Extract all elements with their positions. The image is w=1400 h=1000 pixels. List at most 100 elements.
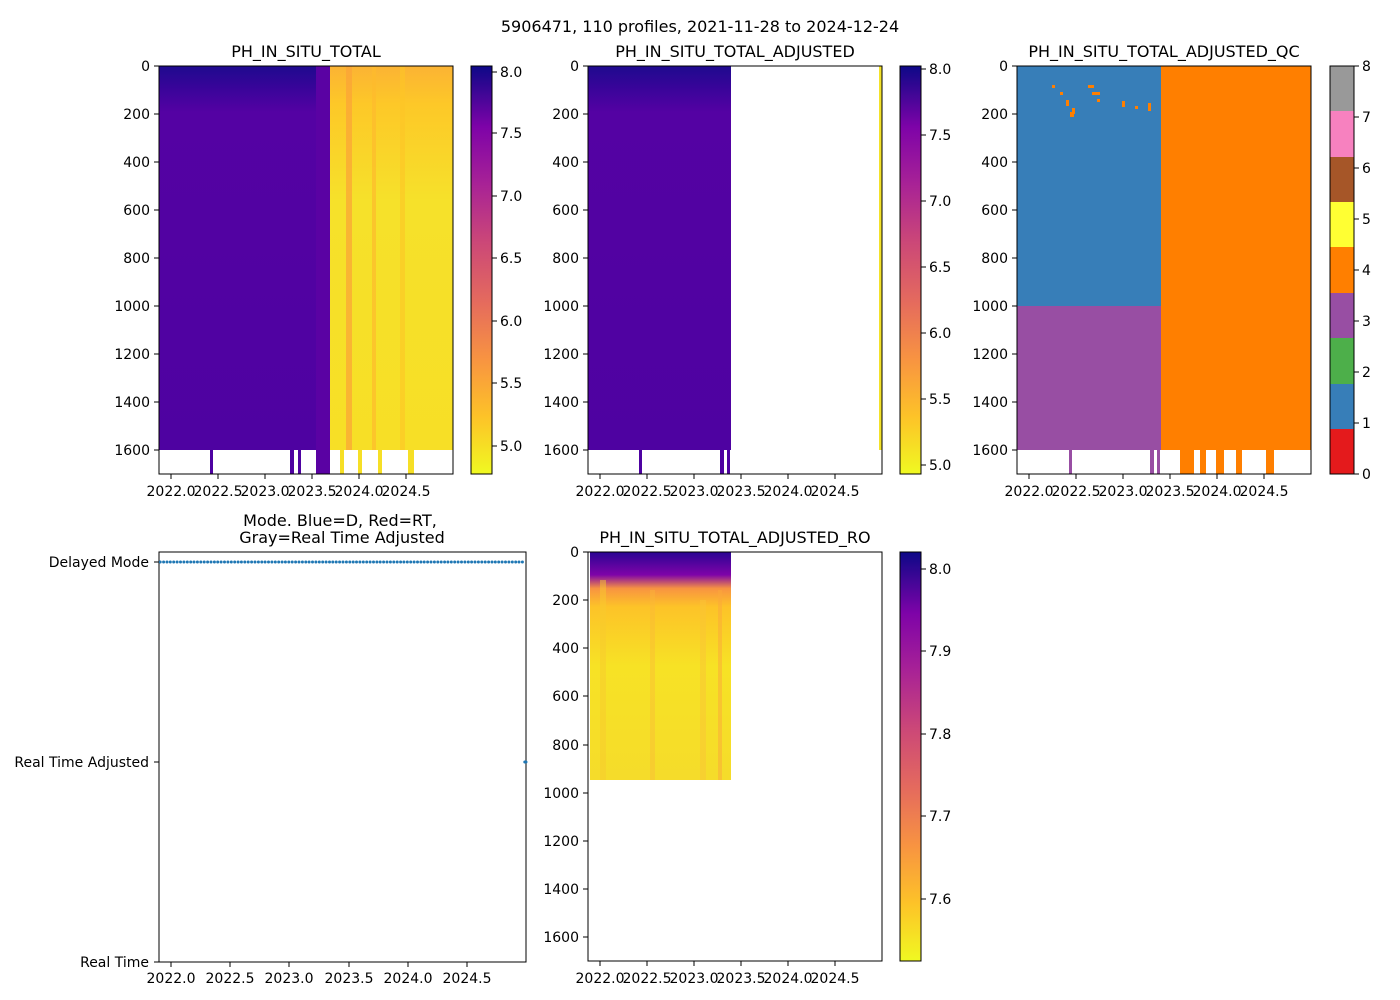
ph-adjusted-cbar-label: 6.0	[929, 326, 951, 342]
ph-adjusted-xtick-label: 2022.5	[623, 484, 672, 500]
mode-point	[162, 560, 166, 564]
ph-qc-flag-speck	[1148, 103, 1151, 111]
mode-point	[270, 560, 274, 564]
ph-qc-deep-tail	[1157, 450, 1160, 474]
ph-adjusted-yticks: 0 200 400 600 800 1000 1200 1400 1600	[543, 59, 588, 459]
ph-raw-deep-tail	[210, 450, 213, 474]
mode-point	[453, 560, 457, 564]
mode-point	[280, 560, 284, 564]
mode-point	[517, 560, 521, 564]
ph-raw-xtick-label: 2023.0	[241, 484, 290, 500]
ph-qc-ytick-label: 1000	[972, 299, 1008, 315]
ph-adjusted-ytick-label: 0	[570, 59, 579, 75]
ph-qc-region-probably-bad	[1017, 306, 1161, 450]
mode-point	[233, 560, 237, 564]
ph-adjusted-title: PH_IN_SITU_TOTAL_ADJUSTED	[615, 42, 855, 62]
ph-raw-cbar-label: 5.5	[500, 376, 522, 392]
ph-adjusted-ytick-label: 1000	[543, 299, 579, 315]
ph-adjusted-heatmap	[588, 66, 882, 474]
mode-point	[432, 560, 436, 564]
ph-adjusted-ytick-label: 800	[552, 251, 579, 267]
mode-point	[321, 560, 325, 564]
mode-point	[466, 560, 470, 564]
mode-point	[419, 560, 423, 564]
ph-adjusted-cbar-label: 7.5	[929, 128, 951, 144]
ph-adjusted-xticks: 2022.0 2022.5 2023.0 2023.5 2024.0 2024.…	[576, 474, 860, 500]
mode-point	[460, 560, 463, 564]
ph-adjusted-xtick-label: 2023.0	[670, 484, 719, 500]
ph-qc-cbar-label: 5	[1362, 212, 1371, 228]
mode-ytick-label: Real Time	[80, 955, 149, 971]
panel-mode: Mode. Blue=D, Red=RT, Gray=Real Time Adj…	[14, 511, 528, 987]
ph-ro-xtick-label: 2024.0	[764, 971, 813, 987]
mode-point	[493, 560, 497, 564]
ph-qc-deep-tail	[1150, 450, 1154, 474]
ph-raw-cbar-label: 5.0	[500, 439, 522, 455]
ph-qc-ytick-label: 400	[981, 155, 1008, 171]
ph-raw-ytick-label: 1400	[114, 395, 150, 411]
ph-ro-ytick-label: 1400	[543, 882, 579, 898]
ph-qc-ytick-label: 1600	[972, 443, 1008, 459]
ph-qc-deep-tail	[1236, 450, 1242, 474]
mode-point	[375, 560, 379, 564]
ph-raw-colorbar-bar	[470, 65, 493, 475]
ph-qc-flag-speck	[1066, 100, 1069, 106]
mode-point	[253, 560, 257, 564]
mode-point	[429, 560, 433, 564]
mode-point	[361, 560, 365, 564]
mode-point	[473, 560, 477, 564]
mode-point	[243, 560, 247, 564]
mode-point	[439, 560, 443, 564]
mode-point	[470, 560, 474, 564]
ph-adjusted-axes-frame	[587, 65, 883, 475]
ph-ro-title: PH_IN_SITU_TOTAL_ADJUSTED_RO	[599, 528, 870, 548]
ph-qc-flag-speck	[1092, 92, 1100, 95]
mode-point	[426, 560, 430, 564]
ph-qc-flag-speck	[1097, 99, 1100, 102]
mode-point	[189, 560, 193, 564]
mode-point	[229, 560, 233, 564]
ph-ro-streak	[600, 580, 606, 780]
ph-qc-region-good	[1017, 66, 1161, 306]
mode-point	[388, 560, 392, 564]
mode-point	[287, 560, 291, 564]
ph-ro-ytick-label: 600	[552, 689, 579, 705]
ph-qc-region-bad	[1161, 66, 1311, 450]
mode-point	[520, 560, 524, 564]
ph-adjusted-ytick-label: 200	[552, 107, 579, 123]
mode-point	[314, 560, 318, 564]
mode-point	[392, 560, 396, 564]
ph-raw-deep-tail	[378, 450, 382, 474]
ph-qc-cbar-label: 4	[1362, 263, 1371, 279]
mode-point	[277, 560, 281, 564]
ph-qc-xtick-label: 2023.0	[1099, 484, 1148, 500]
mode-xtick-label: 2024.0	[384, 971, 433, 987]
mode-point	[185, 560, 189, 564]
ph-raw-yticks: 0 200 400 600 800 1000 1200 1400 1600	[114, 59, 159, 459]
mode-point	[463, 560, 467, 564]
ph-ro-streak	[650, 590, 655, 780]
mode-point	[500, 560, 504, 564]
mode-point	[514, 560, 518, 564]
mode-point	[182, 560, 186, 564]
mode-point	[168, 560, 172, 564]
mode-xtick-label: 2022.0	[147, 971, 196, 987]
ph-ro-cbar-label: 7.6	[929, 892, 951, 908]
qc-color-1	[1330, 384, 1354, 429]
mode-xticks: 2022.0 2022.5 2023.0 2023.5 2024.0 2024.…	[147, 962, 492, 987]
mode-point	[382, 560, 386, 564]
ph-raw-streak	[346, 66, 352, 450]
ph-adjusted-deep-tail	[720, 450, 724, 474]
mode-point	[307, 560, 311, 564]
mode-point	[483, 560, 487, 564]
qc-color-3	[1330, 293, 1354, 338]
ph-ro-ytick-label: 800	[552, 738, 579, 754]
ph-ro-xticks: 2022.0 2022.5 2023.0 2023.5 2024.0 2024.…	[576, 961, 860, 987]
ph-raw-xtick-label: 2024.0	[335, 484, 384, 500]
ph-adjusted-cbar-label: 7.0	[929, 194, 951, 210]
panel-ph-adjusted-ro: PH_IN_SITU_TOTAL_ADJUSTED_RO 0 200 400 6…	[543, 528, 951, 987]
ph-raw-region-early	[159, 66, 316, 450]
mode-point	[402, 560, 406, 564]
ph-qc-ytick-label: 800	[981, 251, 1008, 267]
